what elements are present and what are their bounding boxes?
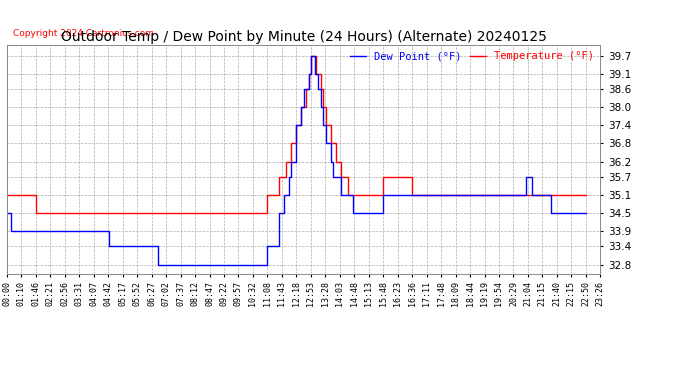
Title: Outdoor Temp / Dew Point by Minute (24 Hours) (Alternate) 20240125: Outdoor Temp / Dew Point by Minute (24 H… bbox=[61, 30, 546, 44]
Text: Copyright 2024 Cartronics.com: Copyright 2024 Cartronics.com bbox=[13, 29, 154, 38]
Legend: Dew Point (°F), Temperature (°F): Dew Point (°F), Temperature (°F) bbox=[346, 47, 598, 65]
